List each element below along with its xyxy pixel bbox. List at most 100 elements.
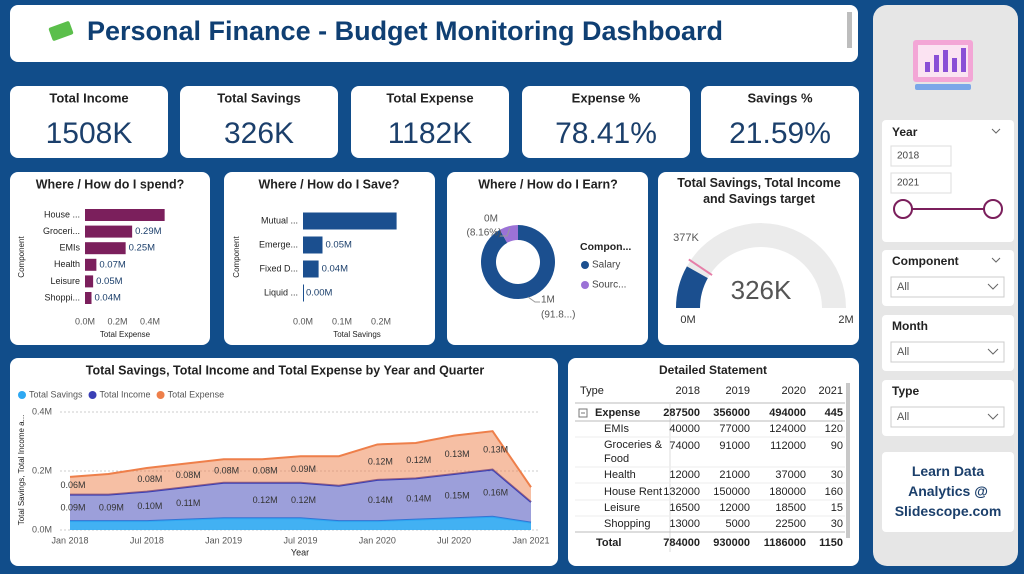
cell: 37000 [775,469,806,481]
dropdown-value: All [897,411,909,423]
x-tick-label: Jul 2019 [283,535,317,545]
bar [303,284,304,302]
data-label: 0.16M [483,488,508,498]
data-label: 0.13M [483,445,508,455]
legend-swatch [581,261,589,269]
gauge-value-label: 326K [731,275,792,305]
row-label: EMIs [604,423,630,435]
y-tick-label: 0.4M [32,406,52,416]
data-label: 0.05M [326,240,352,251]
slider-handle[interactable] [893,199,913,219]
legend-label: Total Savings [29,389,83,399]
column-header: 2020 [782,385,806,397]
kpi-value: 78.41% [555,117,657,150]
x-tick-label: Jan 2019 [205,535,242,545]
data-label: 0.07M [99,259,125,270]
cell: 1186000 [764,537,806,549]
x-tick-label: Jan 2018 [51,535,88,545]
x-tick-label: 0.0M [75,316,95,326]
bar [303,212,397,230]
amount-label: 0M [484,214,498,225]
illustration-bar [934,55,939,72]
data-label: 0.09M [60,502,85,512]
cell: 356000 [713,407,750,419]
cell: 12000 [719,502,750,514]
cell: 30 [831,469,843,481]
value-label: (8.16%) [466,228,501,239]
kpi-card [522,86,690,158]
data-label: 0.11M [176,498,200,508]
cell: 784000 [663,537,700,549]
promo-text: Learn Data Analytics @ Slidescope.com [894,463,1002,519]
y-tick-label: 0.0M [32,524,52,534]
area [70,431,531,502]
data-label: 0.08M [214,465,239,475]
cell: 91000 [719,440,750,452]
donut-slice [499,225,518,243]
bar [303,236,323,254]
cell: 180000 [769,486,806,498]
column-header: 2019 [726,385,750,397]
money-icon [48,21,74,41]
chart-title: Where / How do I Save? [259,177,400,191]
kpi-value: 326K [224,117,294,150]
row-label: Health [604,469,636,481]
cell: 160 [825,486,843,498]
promo-card [882,452,1014,532]
data-label: 0.06M [60,480,85,490]
data-label: 0.15M [445,490,470,500]
x-tick-label: 0.2M [108,316,128,326]
data-label: 0.00M [306,288,332,299]
illustration-bar [925,62,930,72]
cell: 22500 [775,518,806,530]
slider-handle[interactable] [983,199,1003,219]
cell: 120 [825,423,843,435]
cell: 112000 [770,440,806,452]
card [658,172,859,345]
kpi-label: Total Expense [386,90,473,105]
legend-label: Total Income [100,389,151,399]
data-label: 0.14M [406,493,431,503]
category-label: Health [54,259,80,269]
year-from-box[interactable] [890,145,952,167]
dropdown[interactable] [890,406,1005,428]
slicer-label: Year [892,125,918,139]
bar [303,260,319,278]
leader-line [527,296,540,303]
category-label: Groceri... [43,226,80,236]
cell: 494000 [769,407,806,419]
cell: 77000 [719,423,750,435]
category-label: Liquid ... [264,287,298,297]
x-tick-label: 0.0M [293,316,313,326]
area [70,469,531,523]
year-to-box[interactable] [890,172,952,194]
y-axis-label: Component [232,236,241,278]
cell: 74000 [669,440,700,452]
bar [85,275,94,288]
y-axis-label: Component [17,236,26,278]
data-label: 0.10M [137,501,162,511]
category-label: Mutual ... [261,215,298,225]
illustration-stand [915,84,971,90]
illustration-bar [952,58,957,72]
kpi-card [180,86,338,158]
data-label: 0.14M [368,495,393,505]
data-label: 0.25M [129,243,155,254]
kpi-card [351,86,509,158]
dropdown[interactable] [890,341,1005,363]
gauge-track [676,223,846,308]
slicer-label: Component [892,254,959,268]
x-axis-label: Total Savings [333,330,381,339]
category-label: House ... [44,209,80,219]
cell: 21000 [719,469,750,481]
data-label: 0.09M [291,464,316,474]
column-header: 2018 [676,385,700,397]
gauge-min-label: 0M [680,314,695,326]
kpi-label: Total Savings [217,90,301,105]
x-axis-label: Total Expense [100,330,151,339]
legend-swatch [88,391,97,399]
dropdown[interactable] [890,276,1005,298]
y-axis-label: Total Savings, Total Income a... [17,415,26,526]
